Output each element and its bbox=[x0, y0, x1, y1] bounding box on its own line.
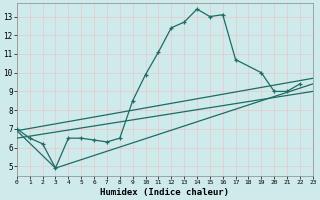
X-axis label: Humidex (Indice chaleur): Humidex (Indice chaleur) bbox=[100, 188, 229, 197]
